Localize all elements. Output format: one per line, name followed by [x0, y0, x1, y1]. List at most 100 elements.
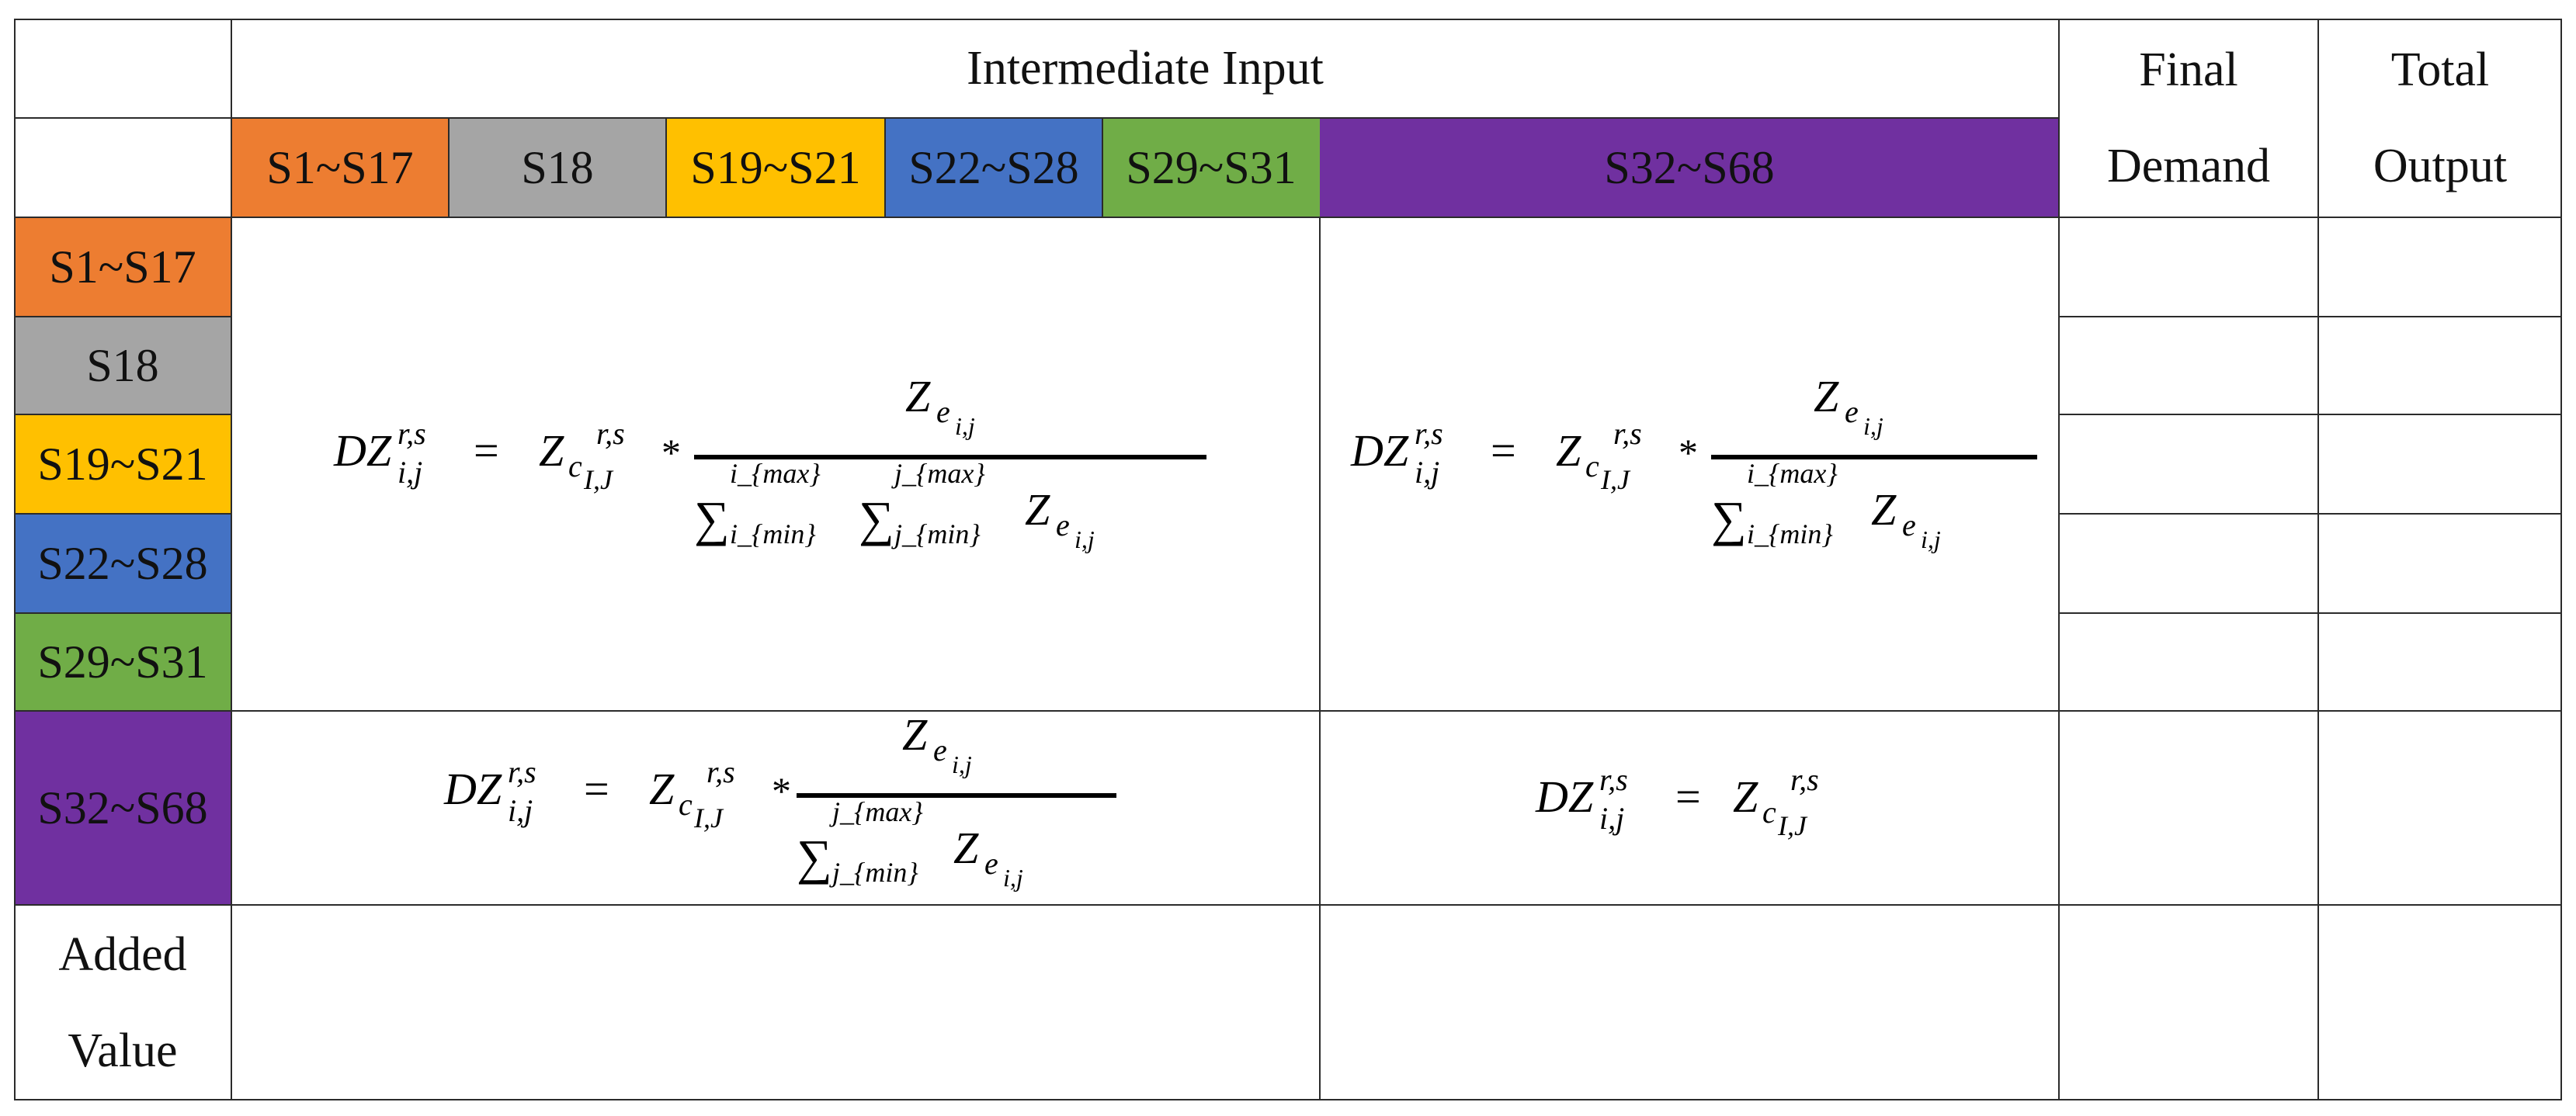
formula-lhs-sup: r,s	[508, 754, 536, 789]
grid-line	[14, 316, 231, 317]
formula-rhs-c: c	[568, 449, 582, 483]
formula-lhs: DZ	[1350, 425, 1409, 476]
formula-equals: =	[1491, 425, 1516, 476]
row-sector-label: S22~S28	[37, 537, 208, 589]
formula-sum-i: DZ r,s i,j = Z c r,s I,J * Z e i,j ∑ i_{…	[1350, 371, 2037, 553]
col-sector-s32-s68: S32~S68	[1320, 118, 2059, 217]
formula-rhs: Z	[1556, 425, 1581, 476]
formula-rhs: Z	[1733, 771, 1758, 822]
formula-sum-j: DZ r,s i,j = Z c r,s I,J * Z e i,j ∑ j_{…	[443, 709, 1116, 892]
final-demand-line-1: Final	[2139, 43, 2238, 96]
formula-equals: =	[474, 425, 499, 476]
col-sector-label: S29~S31	[1126, 141, 1297, 193]
grid-line	[2059, 513, 2562, 515]
formula-fraction-bar	[797, 793, 1116, 798]
grid-line	[14, 612, 231, 614]
row-sector-s22-s28: S22~S28	[14, 514, 231, 613]
row-sector-s1-s17: S1~S17	[14, 217, 231, 317]
grid-line	[14, 904, 2562, 906]
formula-num-sub: i,j	[952, 750, 972, 778]
formula-rhs-sub: I,J	[583, 464, 614, 495]
row-sector-label: S19~S21	[37, 438, 208, 490]
formula-sigma-i: ∑	[694, 491, 730, 546]
row-sector-label: S29~S31	[37, 636, 208, 688]
formula-times: *	[1679, 431, 1698, 474]
formula-lhs-sub: i,j	[1599, 801, 1624, 836]
grid-line	[14, 1099, 2562, 1100]
formula-fraction-bar	[694, 455, 1206, 459]
formula-double-sum: DZ r,s i,j = Z c r,s I,J * Z e i,j ∑ i_{…	[333, 371, 1206, 553]
formula-num-sub: i,j	[1863, 412, 1883, 440]
formula-rhs-sup: r,s	[1613, 416, 1642, 451]
row-sector-s19-s21: S19~S21	[14, 414, 231, 514]
formula-rhs-sub: I,J	[1777, 810, 1808, 841]
col-sector-label: S18	[521, 141, 594, 193]
col-sector-s1-s17: S1~S17	[231, 118, 449, 217]
col-sector-label: S22~S28	[908, 141, 1079, 193]
final-demand-line-2: Demand	[2106, 140, 2271, 192]
formula-den-e: e	[1902, 508, 1916, 542]
formula-den-sub: i,j	[1921, 525, 1941, 553]
formula-den-e: e	[984, 846, 998, 881]
formula-lhs-sub: i,j	[398, 455, 422, 490]
formula-rhs-sub: I,J	[693, 802, 724, 834]
grid-line	[14, 414, 231, 415]
grid-line	[14, 19, 16, 1100]
formula-den-sub: i,j	[1003, 864, 1023, 892]
col-sector-s19-s21: S19~S21	[666, 118, 885, 217]
row-sector-label: S18	[86, 339, 159, 391]
added-value-line-1: Added	[58, 928, 187, 981]
grid-line	[14, 513, 231, 515]
formula-lhs-sup: r,s	[1415, 416, 1443, 451]
added-value-line-2: Value	[68, 1024, 178, 1077]
formula-rhs-sup: r,s	[706, 754, 735, 789]
formula-rhs-sup: r,s	[1790, 762, 1819, 797]
col-sector-label: S1~S17	[266, 141, 414, 193]
formula-equals: =	[584, 764, 609, 814]
formula-rhs-sup: r,s	[596, 416, 625, 451]
formula-num: Z	[1814, 371, 1839, 421]
formula-num-e: e	[1845, 394, 1859, 429]
row-sector-s32-s68: S32~S68	[14, 711, 231, 905]
row-sector-s29-s31: S29~S31	[14, 613, 231, 711]
formula-sigma-i: ∑	[1711, 491, 1747, 546]
grid-line	[14, 19, 2562, 20]
formula-i-max: i_{max}	[1747, 458, 1838, 489]
formula-equals: =	[1675, 771, 1701, 822]
formula-num-e: e	[936, 394, 950, 429]
formula-rhs-c: c	[1762, 795, 1776, 830]
row-sector-label: S32~S68	[37, 782, 208, 834]
intermediate-input-label: Intermediate Input	[967, 42, 1324, 95]
formula-num-e: e	[933, 733, 947, 768]
formula-rhs: Z	[539, 425, 564, 476]
grid-line	[14, 710, 2562, 712]
formula-identity: DZ r,s i,j = Z c r,s I,J	[1535, 762, 1819, 841]
formula-times: *	[661, 431, 681, 474]
grid-line	[14, 217, 2562, 218]
grid-line	[2059, 414, 2562, 415]
formula-lhs-sup: r,s	[1599, 762, 1628, 797]
formula-den-sub: i,j	[1074, 525, 1095, 553]
total-output-line-2: Output	[2373, 140, 2508, 192]
row-sector-s18: S18	[14, 317, 231, 414]
grid-line	[2059, 316, 2562, 317]
grid-line	[2058, 19, 2060, 1100]
formula-lhs-sub: i,j	[508, 793, 533, 828]
formula-j-max: j_{max}	[891, 458, 985, 489]
formula-lhs-sup: r,s	[398, 416, 426, 451]
formula-den-z: Z	[953, 823, 979, 873]
formula-num-sub: i,j	[955, 412, 975, 440]
formula-j-max: j_{max}	[829, 796, 923, 827]
grid-line	[231, 19, 232, 1100]
formula-rhs-c: c	[679, 787, 693, 822]
grid-line	[14, 117, 2059, 119]
grid-line	[448, 118, 450, 217]
col-sector-s22-s28: S22~S28	[885, 118, 1102, 217]
header-final-demand: Final Demand	[2059, 19, 2318, 217]
col-sector-s18: S18	[449, 118, 666, 217]
formula-times: *	[772, 769, 791, 813]
formula-den-z: Z	[1025, 484, 1050, 535]
formula-i-min: i_{min}	[730, 518, 816, 549]
formula-lhs-sub: i,j	[1415, 455, 1439, 490]
